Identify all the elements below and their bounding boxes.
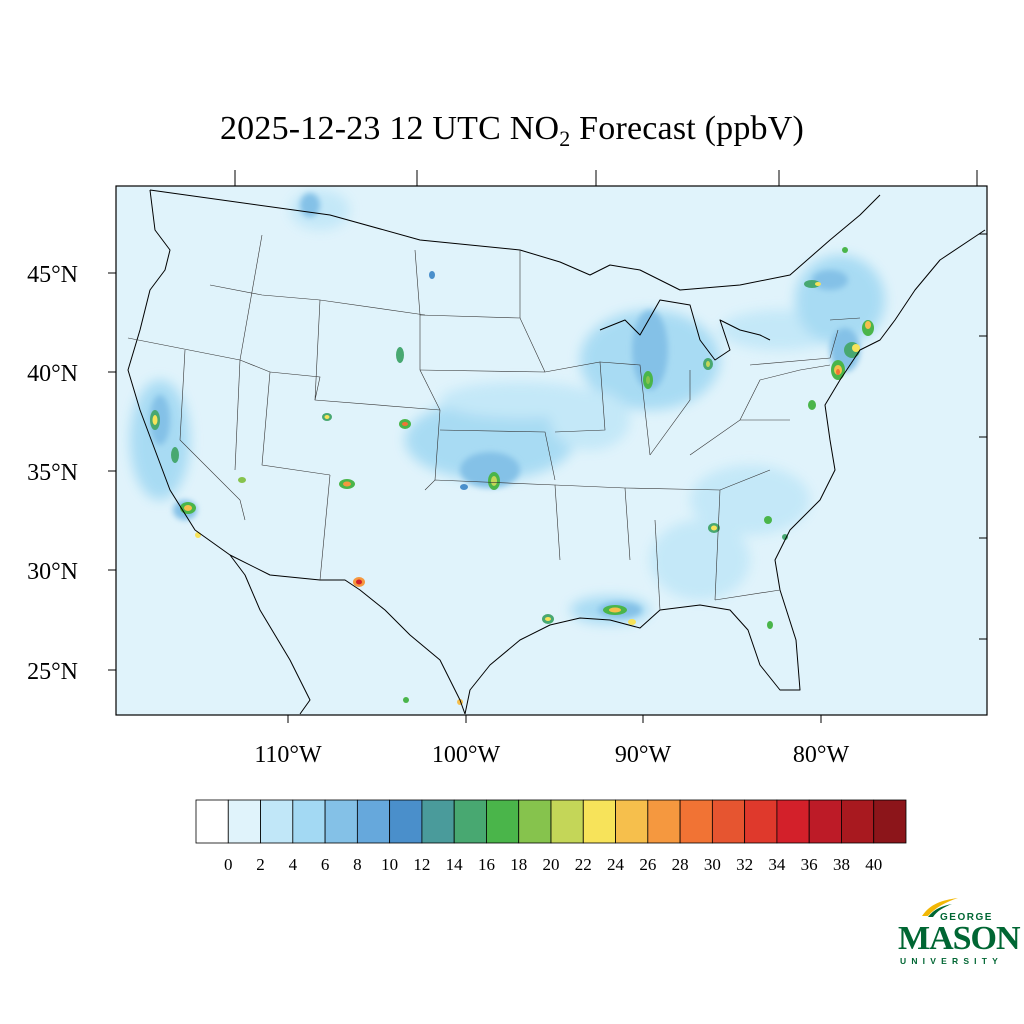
coastline: [127, 189, 986, 715]
colorbar-tick-label: 8: [353, 855, 362, 874]
colorbar-tick-label: 30: [703, 855, 721, 874]
colorbar-tick-label: 0: [224, 855, 233, 874]
logo-george: GEORGE: [940, 912, 993, 923]
plume-calgary-core: [300, 193, 320, 217]
colorbar-tick-label: 26: [639, 855, 657, 874]
colorbar-tick-label: 28: [671, 855, 689, 874]
title-prefix: 2025-12-23 12 UTC NO: [219, 110, 560, 147]
colorbar-swatch: [356, 799, 391, 844]
colorbar-tick-label: 16: [477, 855, 495, 874]
plume-southern-plains: [405, 400, 575, 480]
colorbar-swatch: [324, 799, 358, 844]
colorbar-tick-label: 40: [865, 855, 883, 874]
no2-field: [130, 190, 885, 705]
colorbar-swatch: [776, 799, 810, 844]
colorbar-tick-label: 4: [288, 855, 298, 874]
colorbar-swatch: [518, 799, 552, 844]
colorbar-swatch: [582, 799, 616, 844]
colorbar-swatch: [647, 799, 681, 844]
title-subscript: 2: [559, 126, 571, 151]
lat-label-30: 30°N: [27, 559, 78, 585]
colorbar-swatch: [873, 799, 907, 844]
colorbar-swatch: [227, 799, 261, 844]
logo-university: UNIVERSITY: [900, 956, 1004, 966]
colorbar-swatch: [195, 799, 229, 844]
map-frame: [115, 185, 988, 716]
lon-label-100: 100°W: [432, 742, 501, 768]
colorbar-tick-label: 32: [736, 855, 754, 874]
lon-label-110: 110°W: [254, 742, 322, 768]
logo-flame-icon: [922, 898, 958, 917]
colorbar-tick-label: 36: [800, 855, 818, 874]
colorbar-swatch: [744, 799, 778, 844]
colorbar-tick-label: 12: [413, 855, 431, 874]
colorbar-tick-label: 34: [768, 855, 786, 874]
colorbar-swatch: [808, 799, 842, 844]
colorbar-swatch: [615, 799, 649, 844]
lat-label-40: 40°N: [27, 361, 78, 387]
plume-lake-michigan: [632, 310, 668, 390]
lat-label-45: 45°N: [27, 262, 78, 288]
colorbar-swatch: [260, 799, 294, 844]
colorbar-tick-label: 6: [320, 855, 330, 874]
axis-ticks: [108, 170, 987, 723]
colorbar-tick-label: 14: [445, 855, 463, 874]
plume-carolinas: [690, 465, 810, 535]
lon-labels: 110°W 100°W 90°W 80°W: [254, 742, 849, 768]
lon-label-80: 80°W: [793, 742, 850, 768]
state-borders: [127, 234, 861, 611]
colorbar-swatch: [550, 799, 584, 844]
colorbar: [195, 799, 907, 844]
colorbar-swatch: [292, 799, 326, 844]
colorbar-tick-label: 20: [542, 855, 560, 874]
plume-calgary: [290, 190, 350, 230]
plume-montreal: [812, 270, 848, 290]
colorbar-swatch: [841, 799, 875, 844]
colorbar-swatch: [421, 799, 455, 844]
colorbar-swatch: [453, 799, 487, 844]
lat-labels: 45°N 40°N 35°N 30°N 25°N: [27, 262, 78, 685]
lat-label-25: 25°N: [27, 659, 78, 685]
colorbar-swatch: [679, 799, 713, 844]
colorbar-tick-label: 18: [510, 855, 528, 874]
colorbar-tick-label: 22: [574, 855, 592, 874]
lat-label-35: 35°N: [27, 460, 78, 486]
map-title: 2025-12-23 12 UTC NO2 Forecast (ppbV): [0, 110, 1024, 151]
title-suffix: Forecast (ppbV): [570, 110, 805, 147]
plume-oklahoma: [460, 452, 520, 488]
colorbar-swatch: [389, 799, 423, 844]
colorbar-tick-label: 2: [256, 855, 265, 874]
colorbar-tick-label: 38: [832, 855, 850, 874]
colorbar-swatch: [711, 799, 746, 844]
colorbar-tick-label: 10: [381, 855, 399, 874]
lon-label-90: 90°W: [615, 742, 672, 768]
plume-missouri: [550, 390, 630, 450]
colorbar-tick-label: 24: [607, 855, 625, 874]
logo-mason: MASON: [898, 920, 1021, 957]
plume-southeast: [650, 520, 750, 600]
gmu-logo: GEORGE MASON UNIVERSITY: [898, 896, 1021, 971]
colorbar-swatch: [486, 799, 520, 844]
